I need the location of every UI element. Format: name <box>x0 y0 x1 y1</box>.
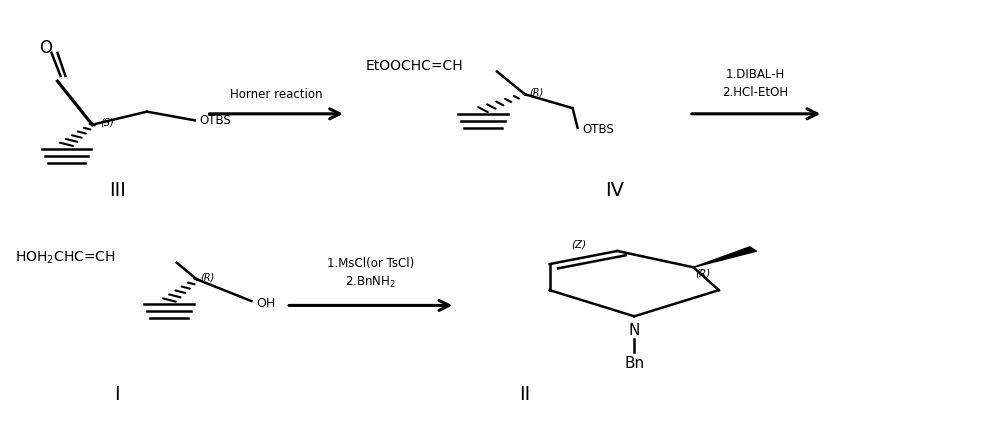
Text: OTBS: OTBS <box>583 123 614 136</box>
Text: Horner reaction: Horner reaction <box>230 88 322 101</box>
Text: (S): (S) <box>100 117 114 127</box>
Text: HOH$_2$CHC=CH: HOH$_2$CHC=CH <box>15 249 115 266</box>
Text: 1.DIBAL-H
2.HCl-EtOH: 1.DIBAL-H 2.HCl-EtOH <box>723 67 789 99</box>
Text: (R): (R) <box>529 87 543 97</box>
Polygon shape <box>693 247 757 267</box>
Text: (Z): (Z) <box>571 239 586 250</box>
Text: O: O <box>39 40 52 57</box>
Text: IV: IV <box>605 180 624 199</box>
Text: III: III <box>109 180 126 199</box>
Text: I: I <box>114 385 120 404</box>
Text: EtOOCHC=CH: EtOOCHC=CH <box>366 59 463 73</box>
Text: 1.MsCl(or TsCl)
2.BnNH$_2$: 1.MsCl(or TsCl) 2.BnNH$_2$ <box>327 257 414 290</box>
Text: (R): (R) <box>201 272 215 282</box>
Text: OH: OH <box>256 297 276 310</box>
Text: II: II <box>519 385 530 404</box>
Text: N: N <box>629 323 640 338</box>
Text: (R): (R) <box>695 269 711 279</box>
Text: Bn: Bn <box>624 356 644 371</box>
Text: OTBS: OTBS <box>200 114 231 127</box>
